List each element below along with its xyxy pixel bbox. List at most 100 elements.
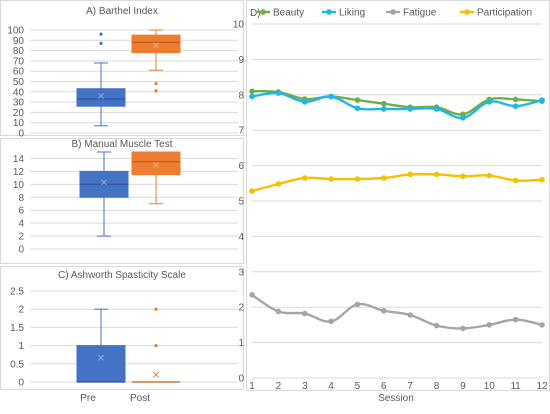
- chart-title: A) Barthel Index: [86, 6, 158, 17]
- y-tick-label: 0.5: [10, 359, 24, 370]
- y-tick-label: 9: [238, 55, 244, 66]
- data-point: [433, 106, 440, 112]
- y-tick-label: 70: [13, 56, 25, 67]
- x-tick-label: Pre: [80, 393, 96, 404]
- chart-title: C) Ashworth Spasticity Scale: [58, 270, 186, 281]
- y-tick-label: 10: [13, 118, 25, 129]
- y-tick-label: 0: [18, 129, 24, 140]
- y-tick-label: 3: [238, 267, 244, 278]
- box-post: [131, 29, 181, 93]
- data-point: [381, 106, 387, 112]
- x-tick-label: 8: [434, 381, 440, 392]
- data-point: [381, 100, 387, 107]
- mean-marker: [153, 371, 159, 378]
- data-point: [275, 181, 282, 187]
- box-pre: [76, 32, 126, 127]
- mean-marker-stroke-b: [98, 92, 104, 99]
- y-tick-label: 8: [18, 193, 24, 204]
- panel-frame: [0, 0, 244, 136]
- outlier-point: [154, 344, 158, 348]
- outlier-point: [154, 307, 158, 311]
- mean-marker-stroke-b: [101, 179, 107, 186]
- data-point: [301, 99, 308, 105]
- box-pre: [79, 151, 129, 237]
- data-point: [354, 176, 361, 182]
- y-tick-label: 6: [238, 161, 244, 172]
- legend-item-fatigue: Fatigue: [386, 8, 437, 19]
- x-tick-label: 10: [484, 381, 496, 392]
- x-tick-label: 4: [328, 381, 334, 392]
- legend-item-beauty: Beauty: [256, 8, 304, 19]
- data-point: [512, 177, 519, 184]
- iqr-box: [76, 88, 126, 107]
- legend-label: Fatigue: [403, 8, 437, 19]
- box-panel-2: C) Ashworth Spasticity Scale 0 0.5 1 1.5 2 2.5: [0, 266, 244, 390]
- mean-marker: [98, 354, 104, 361]
- data-point: [407, 312, 413, 318]
- y-tick-label: 100: [7, 26, 24, 37]
- box-pre: [76, 308, 126, 383]
- legend-label: Beauty: [273, 8, 304, 19]
- y-tick-label: 60: [13, 67, 25, 78]
- y-tick-label: 50: [13, 77, 25, 88]
- legend-swatch-marker: [326, 9, 332, 15]
- data-point: [354, 301, 361, 308]
- y-tick-label: 40: [13, 87, 25, 98]
- data-point: [275, 308, 282, 315]
- y-tick-label: 12: [13, 167, 25, 178]
- data-point: [275, 90, 282, 96]
- legend-label: Liking: [339, 8, 365, 19]
- x-tick-label: 2: [276, 381, 282, 392]
- x-tick-label: 11: [510, 381, 521, 392]
- data-point: [381, 175, 387, 181]
- series-liking: [249, 90, 545, 121]
- legend-item-participation: Participation: [460, 8, 532, 19]
- y-tick-label: 10: [13, 180, 25, 191]
- y-tick-label: 0: [18, 378, 24, 389]
- panel-frame: [246, 0, 550, 391]
- y-tick-label: 0: [18, 245, 24, 256]
- y-tick-label: 2: [18, 232, 24, 243]
- data-point: [486, 322, 493, 328]
- outlier-point: [154, 89, 158, 93]
- data-point: [512, 103, 519, 109]
- data-point: [328, 93, 334, 100]
- data-point: [433, 322, 440, 329]
- box-post: [131, 151, 181, 205]
- y-tick-label: 7: [238, 126, 244, 137]
- iqr-box: [131, 151, 181, 176]
- legend-swatch-marker: [260, 9, 266, 15]
- legend-swatch-marker: [464, 9, 470, 15]
- chart-title: B) Manual Muscle Test: [72, 139, 173, 150]
- y-tick-label: 90: [13, 36, 25, 47]
- x-tick-label: 7: [407, 381, 413, 392]
- mean-marker-stroke-b: [153, 42, 159, 49]
- data-point: [460, 173, 466, 180]
- data-point: [328, 176, 334, 182]
- data-point: [512, 316, 519, 323]
- y-tick-label: 30: [13, 98, 25, 109]
- y-tick-label: 5: [238, 197, 244, 208]
- mean-marker-stroke-b: [153, 371, 159, 378]
- y-tick-label: 1: [18, 341, 24, 352]
- outlier-point: [99, 41, 103, 45]
- data-point: [301, 310, 308, 317]
- legend-label: Participation: [477, 8, 532, 19]
- x-tick-label: 9: [460, 381, 466, 392]
- y-tick-label: 1.5: [10, 323, 24, 334]
- mean-marker-stroke-b: [98, 354, 104, 361]
- x-tick-label: 12: [536, 381, 548, 392]
- y-tick-label: 6: [18, 206, 24, 217]
- chart-title: D): [250, 8, 261, 19]
- data-point: [249, 88, 255, 95]
- data-point: [354, 97, 361, 103]
- y-tick-label: 2: [238, 303, 244, 314]
- y-tick-label: 10: [233, 20, 245, 31]
- mean-marker-stroke-b: [153, 161, 159, 168]
- data-point: [460, 115, 466, 121]
- y-tick-label: 4: [18, 219, 24, 230]
- data-point: [460, 325, 466, 332]
- legend: Beauty Liking Fatigue Participation: [256, 8, 532, 19]
- mean-marker: [153, 42, 159, 49]
